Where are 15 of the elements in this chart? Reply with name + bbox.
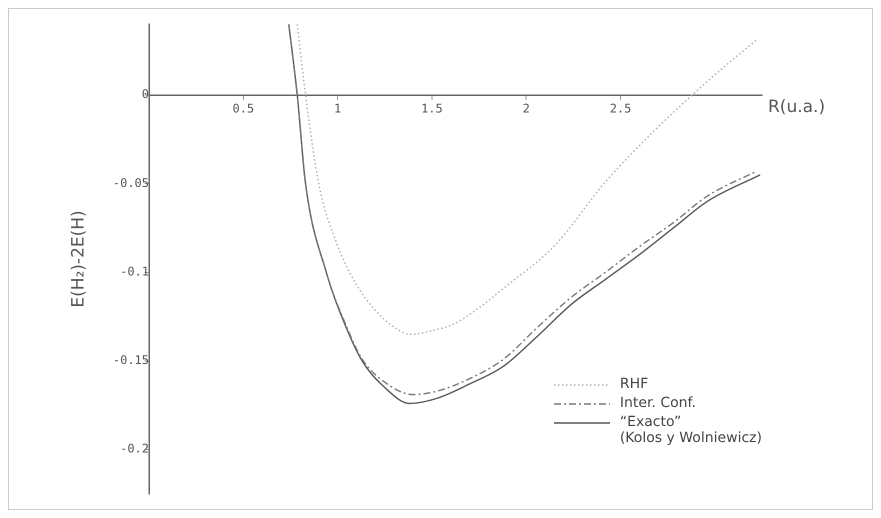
x-tick-label: 0.5 [232, 101, 254, 116]
y-tick-label: -0.15 [112, 353, 149, 368]
y-axis-title: E(H₂)-2E(H) [68, 210, 88, 308]
x-tick-label: 1.5 [421, 101, 443, 116]
legend-label: “Exacto” (Kolos y Wolniewicz) [620, 414, 762, 446]
y-tick-label: -0.05 [112, 176, 149, 190]
x-tick-label: 1 [334, 101, 342, 116]
x-tick-label: 2.5 [610, 101, 632, 116]
y-tick-label: -0.1 [120, 264, 149, 278]
x-axis-title: R(u.a.) [768, 97, 826, 118]
legend-label: RHF [620, 376, 648, 392]
line-series [296, 24, 758, 336]
y-tick-label: -0.2 [120, 442, 149, 456]
legend-label: Inter. Conf. [620, 395, 696, 411]
x-tick-label: 2 [522, 101, 530, 116]
